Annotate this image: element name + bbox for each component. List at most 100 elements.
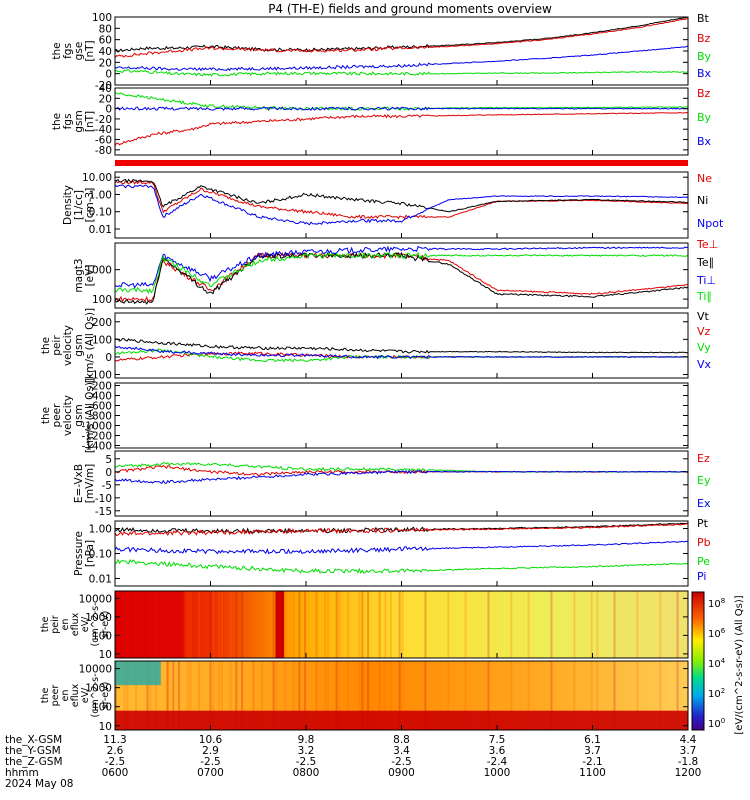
ephem-label: the_Y-GSM [5,745,61,757]
series-Ti∥-line [114,251,689,294]
legend-Bt: Bt [697,12,710,25]
ylabel-line: velocity [62,395,74,436]
ylabel-line: [nT] [84,40,96,61]
high-energy-patch [115,661,161,686]
legend-Ti⊥: Ti⊥ [696,274,716,287]
series-Ez-line [114,464,689,477]
ylabel-line: en [60,619,71,631]
legend-By: By [697,111,712,124]
ephem-label: the_X-GSM [5,734,62,746]
ephem-x: 9.8 [298,734,315,746]
ylabel-line: gsm [73,404,85,426]
ephem-z: -2.5 [105,756,126,768]
ylabel-line: (cm^2-s- [90,674,101,718]
ephem-y: 3.6 [489,745,506,757]
ytick-label: 40 [99,46,112,58]
ytick-label: -1200 [81,431,112,443]
ephem-z: -2.5 [200,756,221,768]
ephem-x: 7.5 [489,734,506,746]
ytick-label: 1.00 [89,189,112,201]
series-Pe-line [114,558,689,574]
legend-Bz: Bz [697,87,711,100]
panel-temperature: Te⊥ Te∥ Ti⊥ Ti∥ 1000 100 magt3 [eV] [73,238,718,309]
ylabel-line: peir [50,615,61,634]
ytick-label: -15 [95,506,112,518]
ylabel-line: [km/s (All Qs)] [84,378,96,453]
ytick-label: 20 [99,57,112,69]
ytick-label: 100 [92,702,112,714]
ytick-label: 80 [99,23,112,35]
ytick-label: 5 [105,454,112,466]
legend-Ne: Ne [697,172,712,185]
ylabel-line: [1/cc] [73,190,85,220]
series-Bz-line [114,18,689,58]
ytick-label: -200 [88,381,112,393]
early-high-flux [115,591,184,658]
ylabel-line: the [40,407,52,424]
panel-frame [114,312,689,379]
ylabel-line: (cm^2-s- [90,603,101,647]
colorbar: 108 106 104 102 100 [eV/(cm^2-s-sr-eV) (All Q… [691,591,745,735]
series-Bx-line [114,45,689,72]
panel-peer-en-eflux: 10000 1000 100 10 the peer en eflux eV/(cm^2-s-s… [40,660,689,733]
ephem-x: 8.8 [393,734,410,746]
ytick-label: 200 [92,317,112,329]
series-Vx-line [114,345,689,360]
ytick-label: -60 [95,135,112,147]
ytick-label: 100 [92,12,112,24]
ytick-label: 1.00 [89,524,112,536]
ytick-label: -40 [95,124,112,136]
ytick-label: 10000 [79,664,112,676]
series-Pt-line [114,522,689,535]
ylabel-line: sr-eV) [100,611,111,639]
ylabel-line: Density [62,185,74,225]
legend-Ex: Ex [697,497,711,510]
series-Te∥-line [114,251,689,305]
ytick-label: -10 [95,493,112,505]
ylabel-line: en [60,690,71,702]
separator-bar [115,160,688,166]
ylabel-line: gsm [73,334,85,356]
panel-pressure: Pt Pb Pe Pi 1.00 0.10 0.01 Pressure [nPa] [73,517,711,587]
ytick-label: -400 [88,391,112,403]
ylabel-line: peir [51,335,63,356]
ytick-label: 0.01 [89,224,112,236]
ylabel-line: sr-eV) [100,682,111,710]
legend-Bx: Bx [697,135,712,148]
low-energy-band [115,710,688,730]
legend-Ez: Ez [697,452,710,465]
ytick-label: 60 [99,35,112,47]
ytick-label: 0 [105,104,112,116]
ytick-label: 100 [92,334,112,346]
ephem-label: 2024 May 08 [5,778,73,790]
ylabel-line: fgs [62,114,74,130]
ephem-z: -2.5 [391,756,412,768]
legend-Vx: Vx [697,358,712,371]
ytick-label: -20 [95,114,112,126]
ytick-label: 1000 [85,683,112,695]
ephem-hhmm: 1200 [675,767,702,779]
ylabel-line: E=-VxB [73,464,85,503]
colorbar-tick: 104 [708,657,726,670]
ylabel-line: [cm-3] [84,188,96,223]
ylabel-line: Pressure [73,531,85,576]
panel-peir-en-eflux: 10000 1000 100 10 the peir en eflux eV/(cm^2-s-s… [40,590,689,661]
legend-Npot: Npot [697,217,724,230]
ephem-label: hhmm [5,767,39,779]
ytick-label: 20 [99,93,112,105]
legend-Pi: Pi [697,570,706,583]
ephem-label: the_Z-GSM [5,756,63,768]
colorbar-tick: 102 [708,687,725,700]
ylabel-line: gse [73,42,85,61]
ytick-label: 1000 [85,612,112,624]
ytick-label: 1000 [85,265,112,277]
ylabel-line: peer [51,403,63,428]
ytick-label: 100 [92,630,112,642]
panel-frame [114,87,689,156]
ylabel-line: the [51,113,63,130]
colorbar-tick: 100 [708,717,725,730]
ytick-label: -5 [102,480,112,492]
ytick-label: 40 [99,83,112,95]
